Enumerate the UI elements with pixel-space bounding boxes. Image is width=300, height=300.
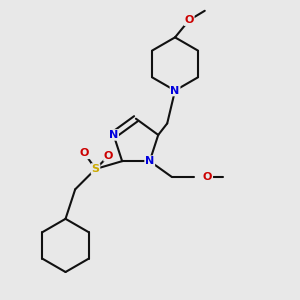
Text: S: S — [92, 164, 100, 174]
Text: O: O — [104, 151, 113, 161]
Text: N: N — [145, 156, 154, 166]
Text: N: N — [109, 130, 118, 140]
Text: N: N — [170, 85, 180, 96]
Text: O: O — [80, 148, 89, 158]
Text: O: O — [184, 15, 194, 25]
Text: O: O — [203, 172, 212, 182]
